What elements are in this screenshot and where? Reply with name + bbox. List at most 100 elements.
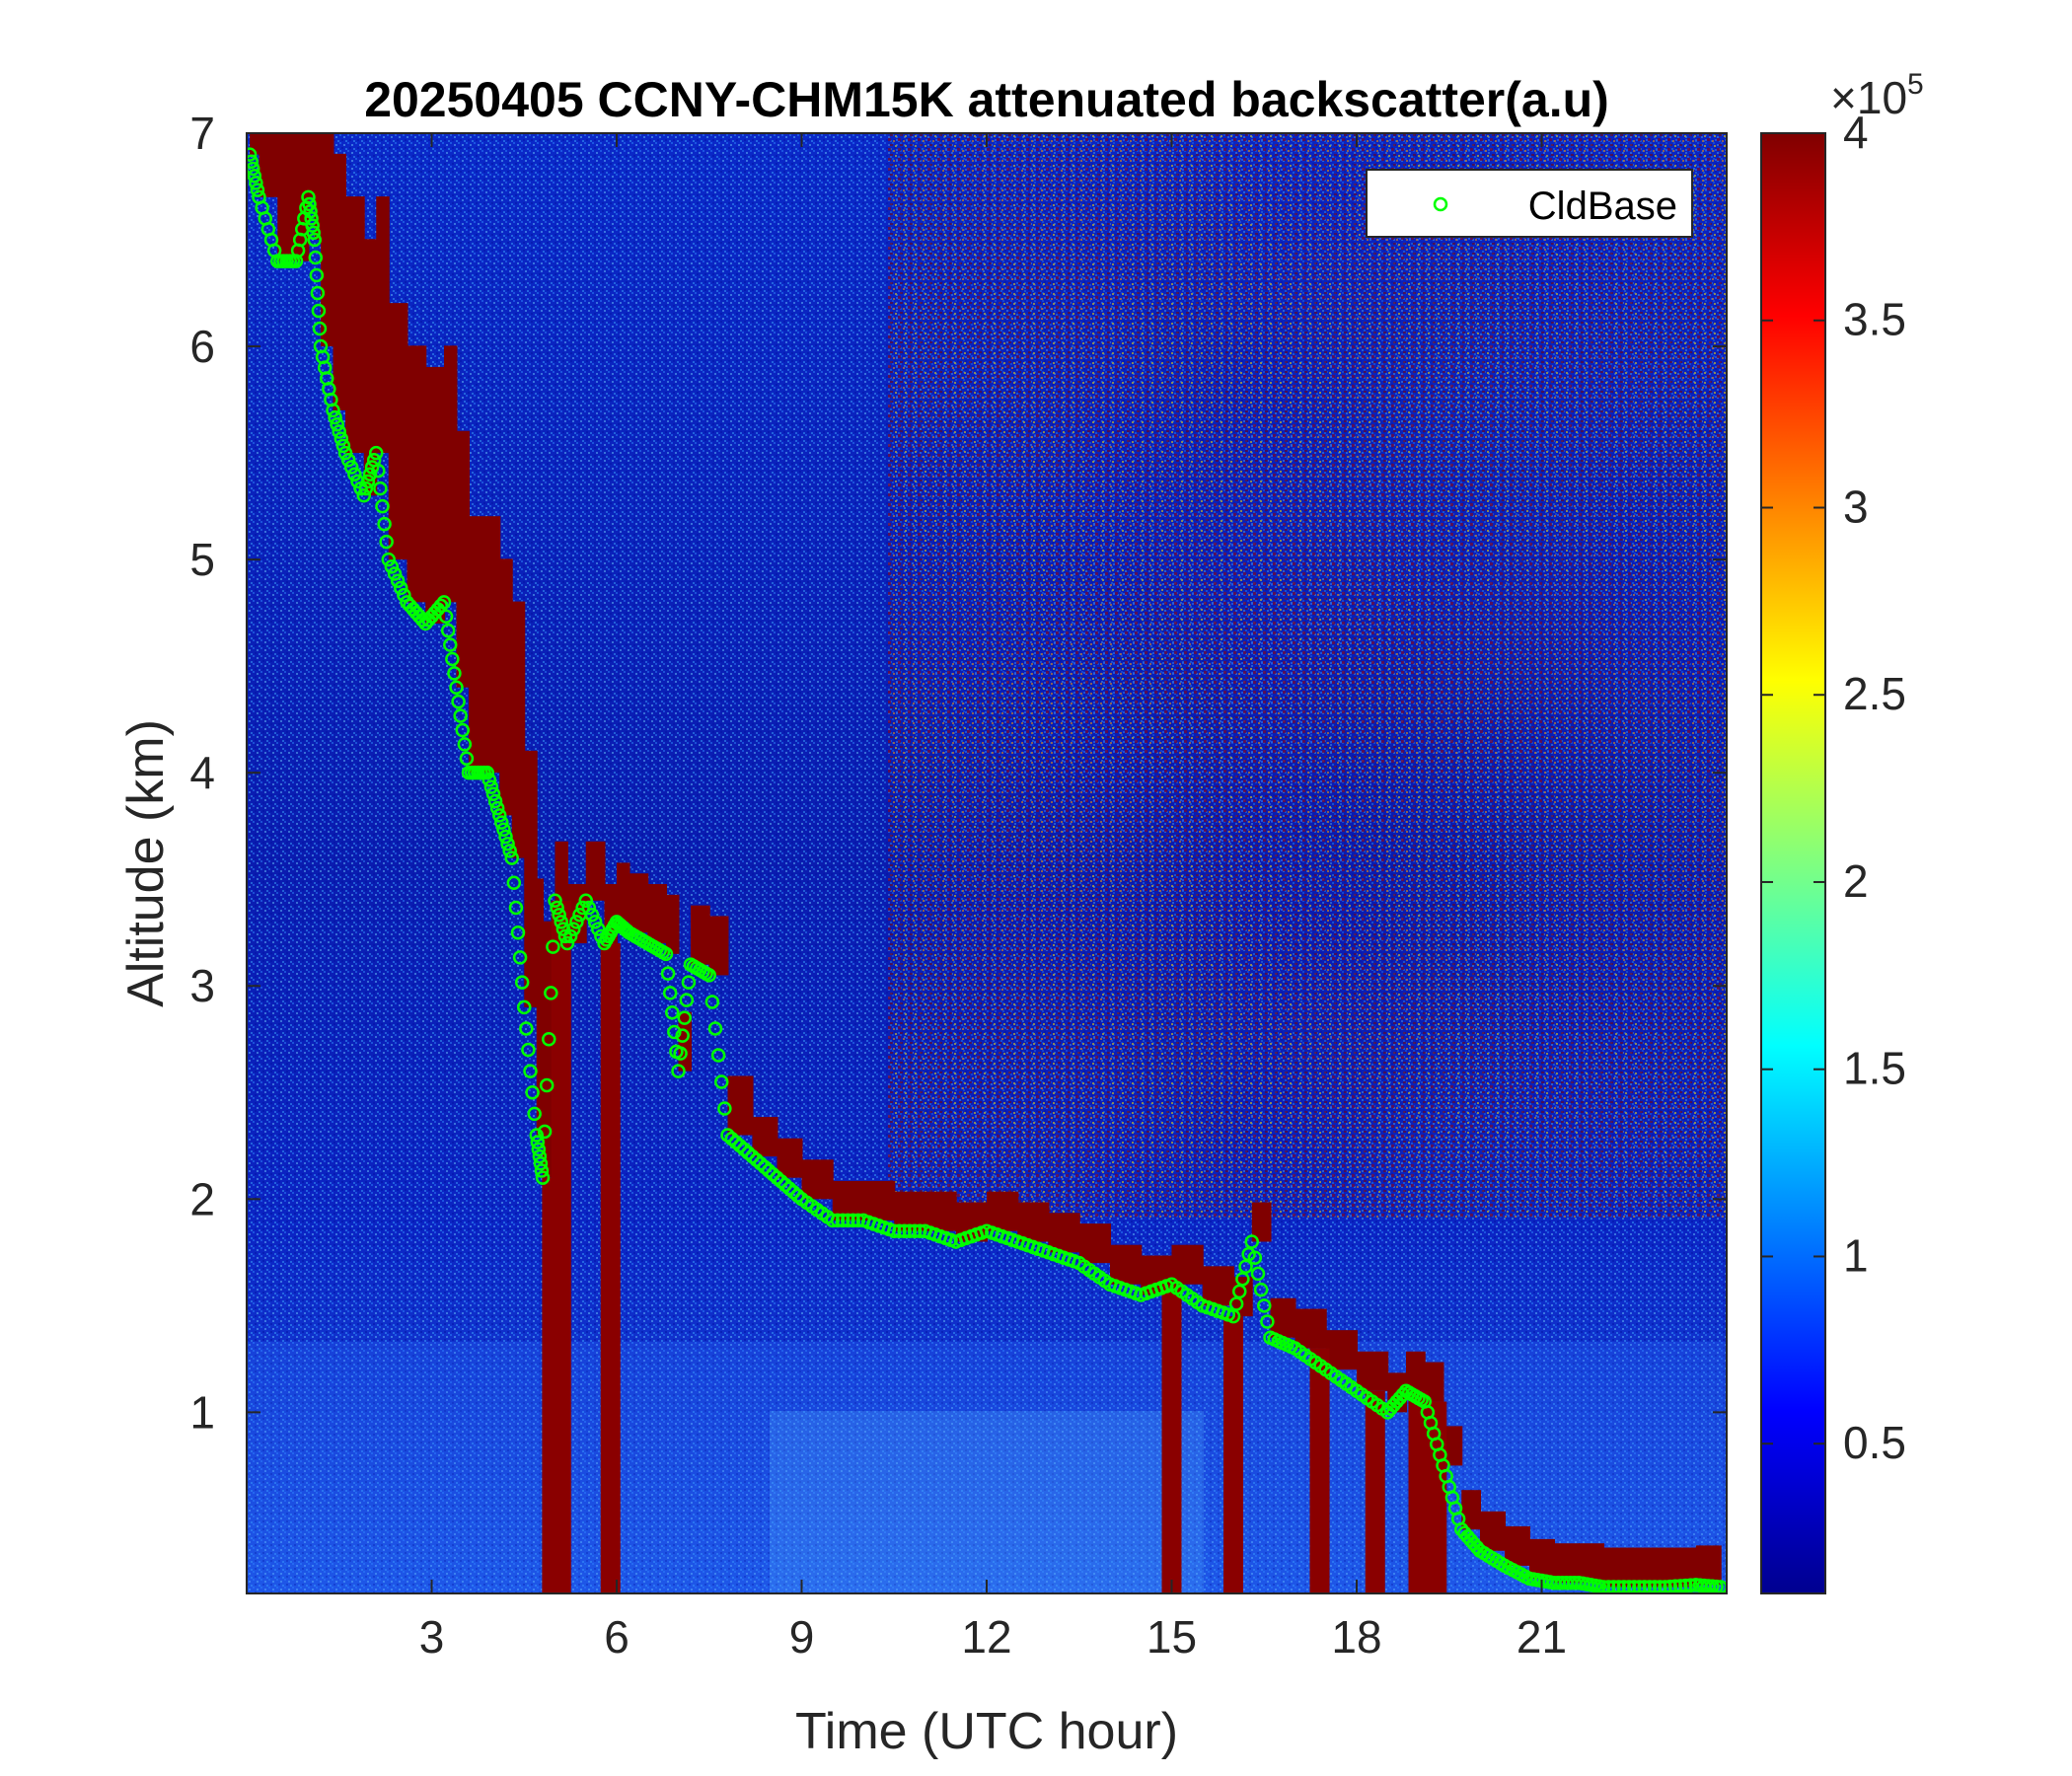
cldbase-point — [377, 516, 392, 532]
cldbase-point — [387, 566, 403, 581]
cldbase-point — [445, 651, 460, 667]
legend-entry-cldbase: CldBase — [1528, 185, 1677, 228]
cldbase-point — [1257, 1298, 1272, 1313]
y-tick-label: 7 — [189, 108, 215, 159]
cloud-segment — [499, 558, 513, 816]
cldbase-point — [443, 637, 458, 652]
cldbase-point — [362, 467, 378, 481]
cldbase-point — [527, 1106, 542, 1122]
cldbase-point — [702, 968, 716, 983]
cloud-segment — [345, 196, 365, 454]
x-tick-label: 18 — [1331, 1611, 1381, 1663]
cldbase-point — [485, 786, 501, 802]
cldbase-point — [542, 1031, 556, 1047]
cldbase-point — [907, 1223, 923, 1238]
cldbase-point — [521, 1042, 536, 1058]
cldbase-point — [846, 1213, 860, 1228]
cldbase-point — [480, 765, 494, 780]
cldbase-point — [483, 779, 499, 794]
cloud-segment — [1461, 1490, 1481, 1530]
precip-streak — [600, 943, 621, 1593]
y-axis-label: Altitude (km) — [117, 719, 175, 1007]
cldbase-point — [489, 800, 505, 816]
cldbase-point — [397, 587, 411, 603]
cloud-segment — [524, 750, 538, 1007]
chart-title: 20250405 CCNY-CHM15K attenuated backscat… — [364, 72, 1609, 127]
cldbase-point — [309, 267, 325, 283]
cloud-segment — [708, 916, 729, 976]
cloud-segment — [1424, 1362, 1444, 1402]
cldbase-point — [835, 1213, 851, 1228]
cldbase-point — [360, 474, 376, 489]
cloud-segment — [407, 345, 427, 603]
cldbase-point — [496, 822, 511, 838]
cldbase-point — [671, 1064, 686, 1078]
cloud-segment — [314, 133, 322, 241]
cldbase-point — [544, 986, 558, 1000]
cloud-segment — [333, 153, 346, 410]
heatmap-background — [247, 133, 1727, 1593]
cldbase-point — [487, 793, 503, 809]
cloud-layer — [250, 133, 1722, 1593]
x-tick-label: 12 — [961, 1611, 1011, 1663]
colorbar-tick-label: 2.5 — [1843, 668, 1906, 719]
cldbase-point — [537, 1124, 553, 1140]
cldbase-point — [548, 893, 562, 909]
cldbase-point — [557, 928, 573, 944]
cldbase-point — [308, 250, 324, 265]
cloud-segment — [1480, 1511, 1506, 1551]
y-tick-label: 3 — [189, 960, 215, 1011]
cldbase-point — [247, 154, 259, 170]
cloud-segment — [1443, 1426, 1463, 1466]
cloud-segment — [617, 862, 630, 923]
cldbase-point — [841, 1213, 855, 1228]
cldbase-point — [347, 467, 362, 481]
cldbase-point — [436, 595, 452, 610]
cldbase-point — [381, 552, 396, 567]
cloud-segment — [691, 905, 710, 965]
cldbase-point — [481, 773, 497, 787]
cldbase-point — [373, 481, 388, 496]
cldbase-point — [532, 1148, 548, 1164]
cloud-segment — [250, 133, 260, 155]
cldbase-point — [581, 900, 597, 916]
cldbase-point — [438, 609, 454, 624]
cldbase-point — [356, 488, 371, 503]
cloud-segment — [363, 239, 378, 496]
cldbase-point — [675, 1028, 690, 1043]
precip-streak — [1161, 1284, 1182, 1593]
legend-box — [1366, 169, 1693, 238]
cldbase-point — [1235, 1272, 1250, 1287]
cldbase-point — [330, 417, 344, 432]
cldbase-point — [371, 463, 386, 479]
cloud-segment — [1270, 1297, 1296, 1338]
cldbase-point — [384, 559, 400, 574]
cldbase-point — [677, 1010, 692, 1025]
cldbase-point — [667, 1024, 682, 1040]
cldbase-point — [710, 1048, 726, 1063]
cldbase-point — [307, 232, 322, 248]
y-tick-label: 5 — [189, 534, 215, 585]
cloud-segment — [555, 841, 568, 901]
cloud-segment — [511, 601, 526, 858]
cldbase-point — [662, 986, 678, 1000]
cloud-segment — [567, 884, 587, 944]
cldbase-point — [337, 445, 353, 461]
cldbase-point — [510, 925, 526, 940]
cldbase-point — [492, 808, 507, 823]
cldbase-point — [892, 1223, 907, 1238]
cloud-segment — [1579, 1543, 1604, 1584]
x-tick-label: 15 — [1147, 1611, 1197, 1663]
cldbase-point — [1232, 1284, 1247, 1299]
colorbar-ticks: 0.5 1 1.5 2 2.5 3 3.5 4 — [1761, 107, 1906, 1468]
cloud-segment — [585, 841, 606, 901]
cldbase-point — [247, 168, 262, 184]
cldbase-point — [394, 580, 408, 596]
cldbase-point — [459, 751, 475, 767]
cloud-segment — [1017, 1202, 1050, 1242]
colorbar: 0.5 1 1.5 2 2.5 3 3.5 4 ×105 — [1760, 68, 1924, 1594]
cloud-segment — [1171, 1244, 1204, 1285]
cldbase-point — [897, 1223, 912, 1238]
cldbase-point — [1678, 1578, 1693, 1593]
cldbase-point — [358, 481, 374, 496]
